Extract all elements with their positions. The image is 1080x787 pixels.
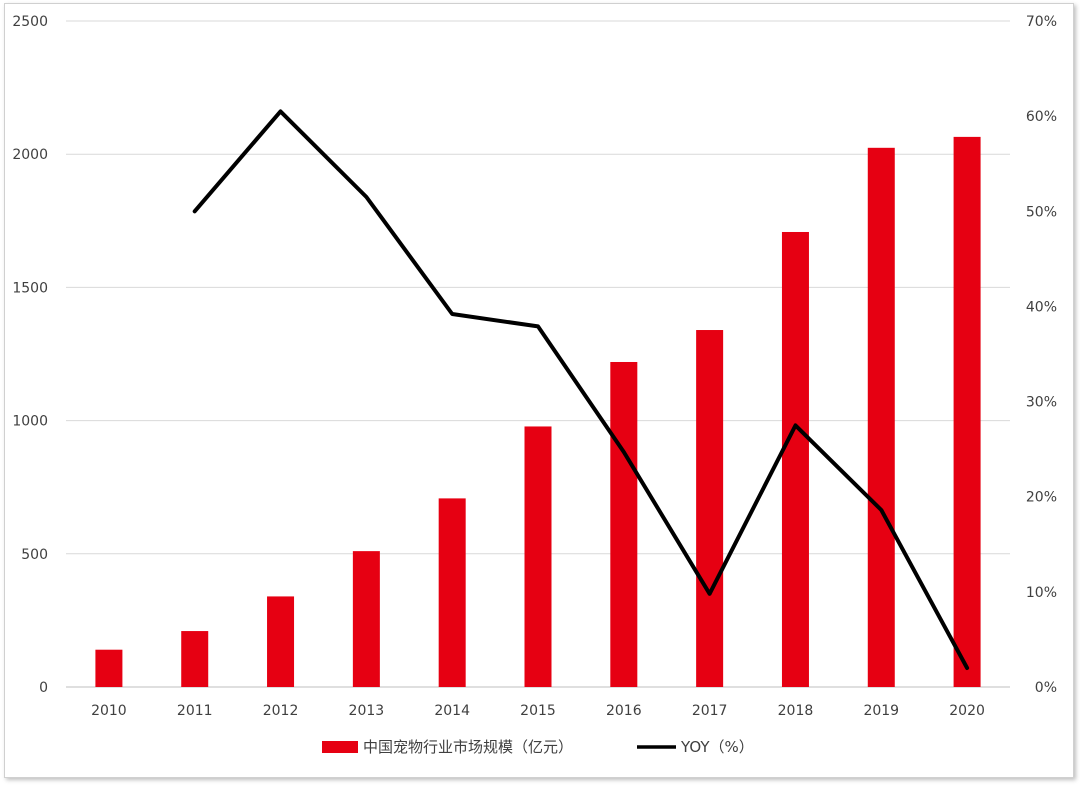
x-tick-label: 2013 bbox=[349, 703, 385, 719]
x-tick-label: 2015 bbox=[520, 703, 556, 719]
y-right-tick-label: 50% bbox=[1026, 204, 1057, 220]
bar bbox=[267, 596, 295, 687]
y-right-tick-label: 30% bbox=[1026, 395, 1057, 411]
y-left-tick-label: 2500 bbox=[12, 14, 48, 30]
bar bbox=[696, 330, 724, 687]
legend: 中国宠物行业市场规模（亿元） YOY（%） bbox=[322, 738, 754, 756]
y-right-tick-label: 20% bbox=[1026, 490, 1057, 506]
yoy-line bbox=[192, 109, 970, 670]
x-tick-label: 2018 bbox=[778, 703, 814, 719]
x-tick-label: 2010 bbox=[91, 703, 127, 719]
legend-bar-swatch bbox=[322, 741, 358, 753]
bar-series bbox=[95, 136, 981, 687]
y-left-tick-label: 0 bbox=[39, 680, 48, 696]
axes: 0 500 1000 1500 2000 2500 0% 10% 20% 30% 40% 50% 60%… bbox=[12, 14, 1057, 719]
x-tick-label: 2012 bbox=[263, 703, 299, 719]
line-series bbox=[192, 109, 970, 670]
y-left-tick-label: 1500 bbox=[12, 280, 48, 296]
bar bbox=[95, 649, 123, 687]
bar bbox=[867, 147, 895, 687]
legend-line-label: YOY（%） bbox=[680, 738, 754, 756]
x-tick-label: 2016 bbox=[606, 703, 642, 719]
y-right-tick-label: 40% bbox=[1026, 299, 1057, 315]
x-tick-label: 2017 bbox=[692, 703, 728, 719]
y-right-tick-label: 60% bbox=[1026, 109, 1057, 125]
bar bbox=[781, 231, 809, 687]
y-right-tick-label: 0% bbox=[1035, 680, 1057, 696]
x-tick-label: 2019 bbox=[863, 703, 899, 719]
y-left-tick-label: 2000 bbox=[12, 147, 48, 163]
bar bbox=[610, 361, 638, 687]
bar bbox=[181, 631, 209, 687]
y-left-tick-label: 1000 bbox=[12, 414, 48, 430]
legend-bar-label: 中国宠物行业市场规模（亿元） bbox=[363, 738, 573, 756]
x-tick-label: 2020 bbox=[949, 703, 985, 719]
x-tick-label: 2014 bbox=[434, 703, 470, 719]
bar bbox=[953, 136, 981, 687]
y-right-tick-label: 70% bbox=[1026, 14, 1057, 30]
gridlines bbox=[66, 20, 1010, 688]
x-tick-label: 2011 bbox=[177, 703, 213, 719]
y-left-tick-label: 500 bbox=[21, 547, 48, 563]
bar bbox=[352, 551, 380, 687]
bar bbox=[524, 426, 552, 687]
bar bbox=[438, 498, 466, 687]
y-right-tick-label: 10% bbox=[1026, 585, 1057, 601]
